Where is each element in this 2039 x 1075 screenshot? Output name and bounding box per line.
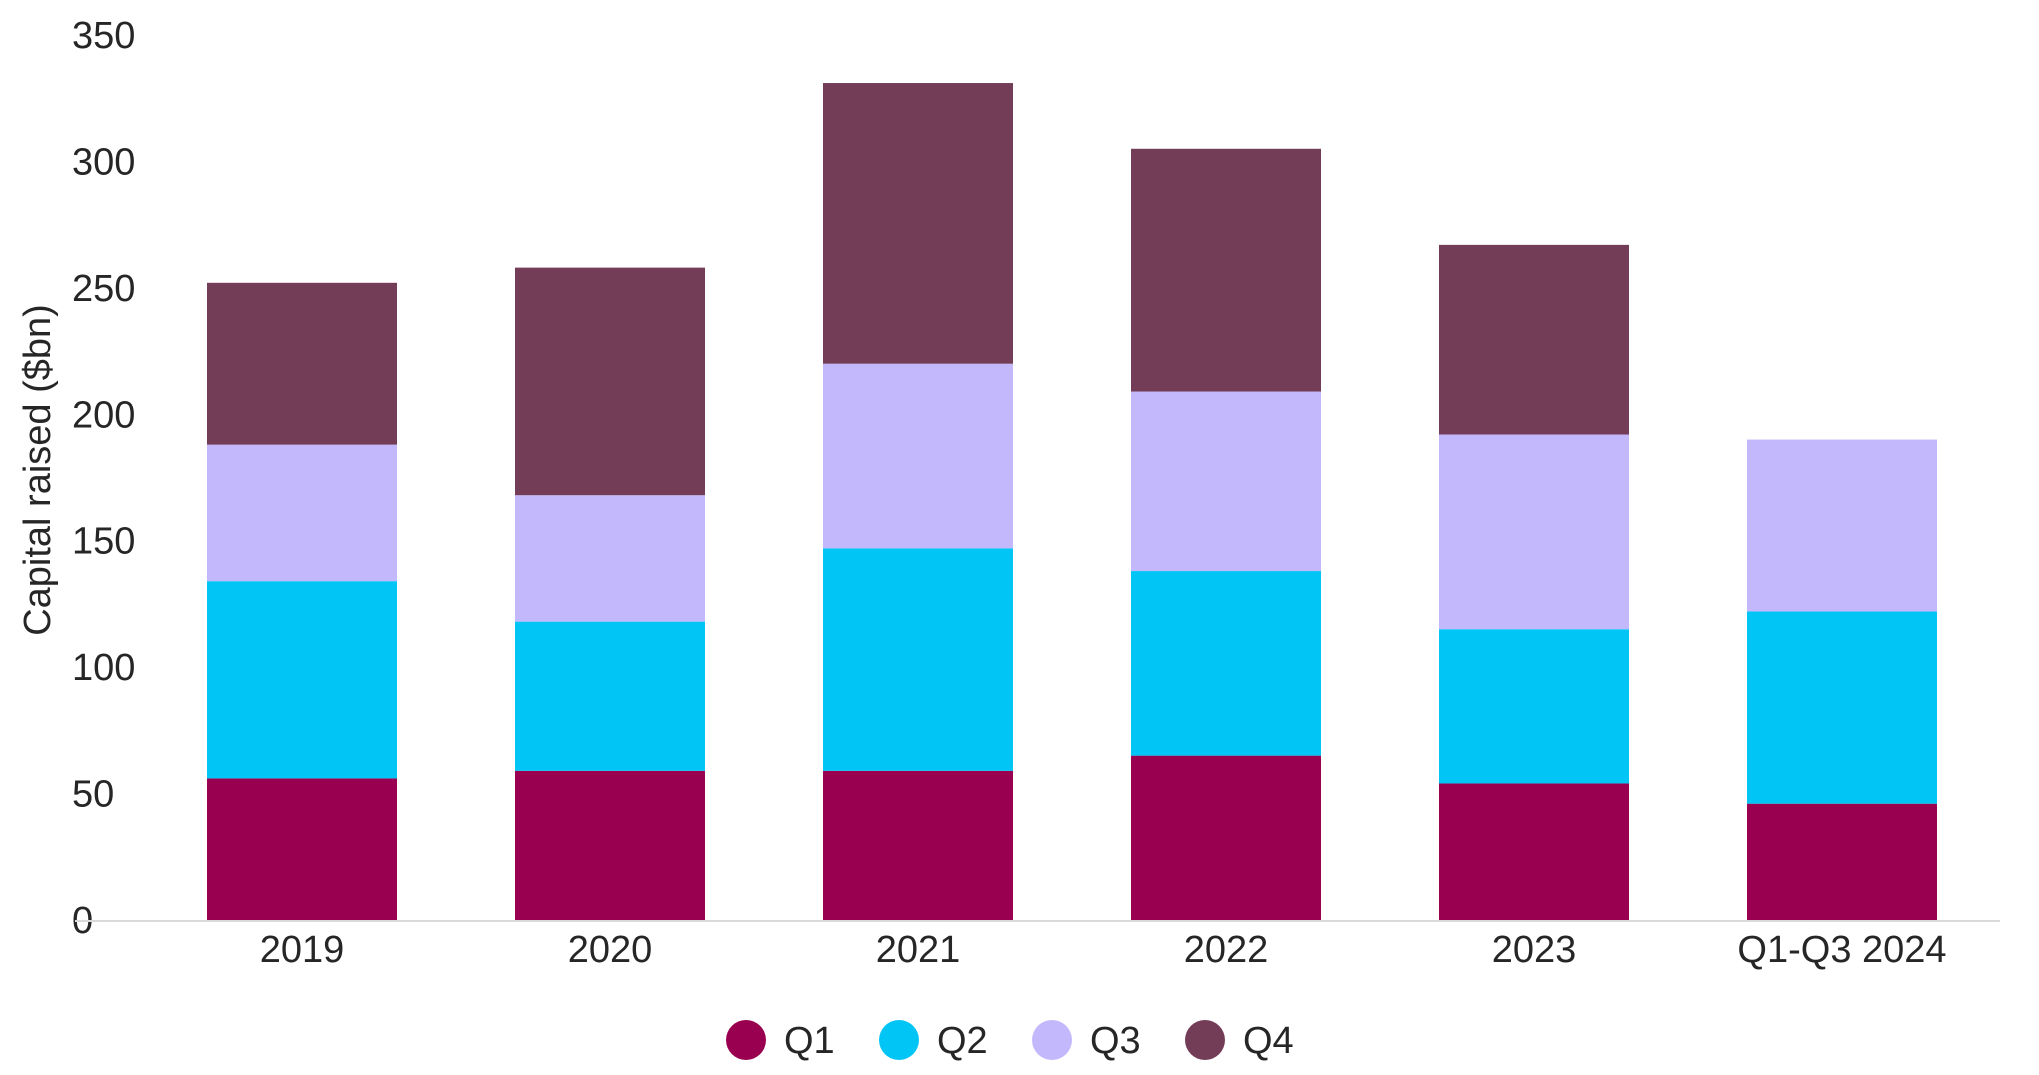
- bar-q1-q3-2024-q2: [1747, 611, 1937, 804]
- bar-2021-q1: [823, 770, 1013, 920]
- x-tick-label-2019: 2019: [260, 929, 345, 971]
- y-axis-title: Capital raised ($bn): [17, 304, 59, 636]
- bar-2021-q2: [823, 548, 1013, 771]
- legend: Q1 Q2 Q3 Q4: [726, 1020, 1294, 1062]
- bar-2019-q4: [207, 282, 397, 445]
- bar-2023-q2: [1439, 629, 1629, 784]
- bar-2023-q4: [1439, 244, 1629, 435]
- legend-label-q4: Q4: [1243, 1020, 1294, 1062]
- x-tick-label-2020: 2020: [568, 929, 653, 971]
- legend-marker-q4: [1185, 1020, 1225, 1060]
- bar-2020-q1: [515, 770, 705, 920]
- bar-2022-q2: [1131, 571, 1321, 756]
- legend-label-q2: Q2: [937, 1020, 988, 1062]
- y-tick-label-200: 200: [72, 394, 135, 436]
- legend-label-q1: Q1: [784, 1020, 835, 1062]
- y-tick-label-300: 300: [72, 141, 135, 183]
- bar-2020-q3: [515, 495, 705, 622]
- bar-2019-q2: [207, 581, 397, 779]
- legend-label-q3: Q3: [1090, 1020, 1141, 1062]
- bar-2019-q3: [207, 444, 397, 582]
- x-tick-label-q1-q3-2024: Q1-Q3 2024: [1737, 929, 1946, 971]
- y-tick-label-100: 100: [72, 647, 135, 689]
- bar-2023-q3: [1439, 434, 1629, 630]
- bar-2023-q1: [1439, 783, 1629, 920]
- x-tick-label-2021: 2021: [876, 929, 961, 971]
- legend-marker-q2: [879, 1020, 919, 1060]
- y-tick-label-250: 250: [72, 268, 135, 310]
- bar-2021-q3: [823, 363, 1013, 549]
- y-tick-label-350: 350: [72, 15, 135, 57]
- bar-q1-q3-2024-q3: [1747, 439, 1937, 612]
- bar-2021-q4: [823, 83, 1013, 364]
- x-tick-label-2023: 2023: [1492, 929, 1577, 971]
- x-tick-label-2022: 2022: [1184, 929, 1269, 971]
- bar-q1-q3-2024-q1: [1747, 803, 1937, 920]
- legend-marker-q3: [1032, 1020, 1072, 1060]
- bar-2019-q1: [207, 778, 397, 920]
- bar-2022-q1: [1131, 755, 1321, 920]
- y-tick-label-50: 50: [72, 774, 114, 816]
- bar-2022-q3: [1131, 391, 1321, 572]
- bars: [207, 83, 1937, 920]
- y-tick-label-150: 150: [72, 521, 135, 563]
- bar-2022-q4: [1131, 148, 1321, 392]
- bar-2020-q4: [515, 267, 705, 496]
- bar-2020-q2: [515, 621, 705, 771]
- legend-marker-q1: [726, 1020, 766, 1060]
- x-axis-ticks: 2019 2020 2021 2022 2023 Q1-Q3 2024: [260, 929, 1947, 971]
